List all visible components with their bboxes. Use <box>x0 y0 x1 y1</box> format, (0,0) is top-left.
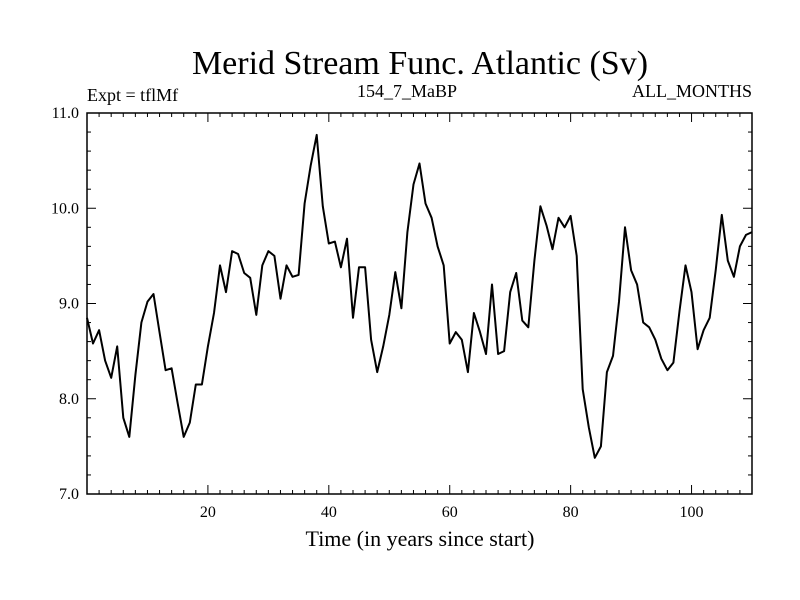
chart-title: Merid Stream Func. Atlantic (Sv) <box>192 45 648 82</box>
run-label: 154_7_MaBP <box>357 81 457 101</box>
months-label: ALL_MONTHS <box>632 81 752 101</box>
y-tick-label: 9.0 <box>59 296 79 313</box>
x-axis-label: Time (in years since start) <box>306 526 535 551</box>
series-line <box>86 133 753 459</box>
axis-tick-labels: 20 40 60 80 100 7.0 8.0 9.0 10.0 11.0 <box>51 105 704 521</box>
x-tick-label: 40 <box>321 504 337 521</box>
y-tick-label: 11.0 <box>52 105 79 122</box>
x-tick-label: 20 <box>200 504 216 521</box>
experiment-label: Expt = tflMf <box>87 85 178 105</box>
y-tick-label: 7.0 <box>59 486 79 503</box>
y-tick-label: 8.0 <box>59 391 79 408</box>
x-tick-label: 80 <box>563 504 579 521</box>
x-tick-label: 100 <box>680 504 704 521</box>
x-tick-label: 60 <box>442 504 458 521</box>
plot-frame <box>86 112 753 495</box>
y-tick-label: 10.0 <box>51 200 79 217</box>
